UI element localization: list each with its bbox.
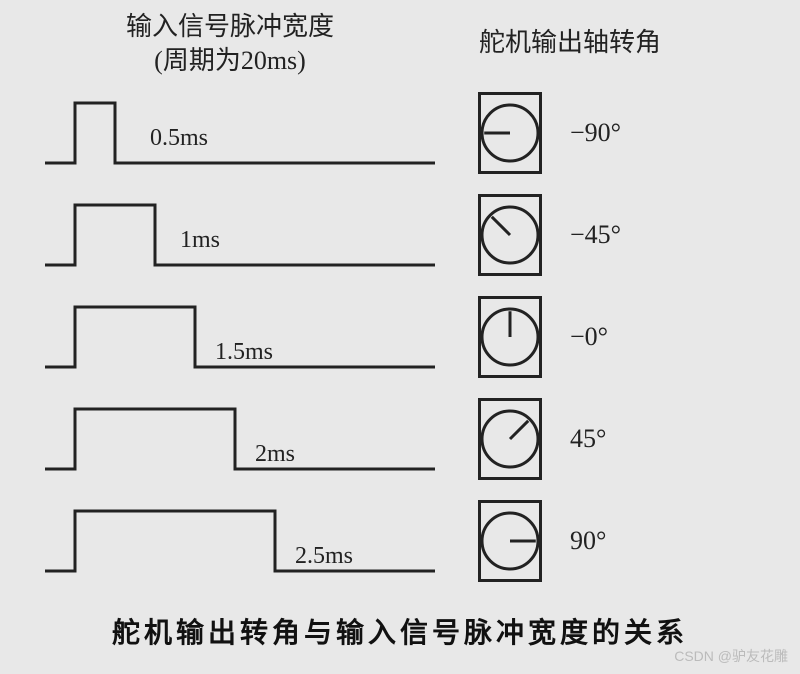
pulse-waveform: [40, 185, 440, 285]
servo-dial: [478, 296, 542, 378]
pulse-row: 2ms 45°: [40, 389, 760, 489]
pulse-area: 2.5ms: [40, 491, 440, 591]
pulse-waveform: [40, 83, 440, 183]
pulse-rows: 0.5ms −90° 1ms −45° 1.5ms −0° 2ms 45° 2.…: [40, 83, 760, 591]
pulse-waveform: [40, 389, 440, 489]
pulse-area: 0.5ms: [40, 83, 440, 183]
watermark: CSDN @驴友花雕: [674, 646, 788, 666]
diagram-container: 输入信号脉冲宽度 (周期为20ms) 舵机输出轴转角 0.5ms −90° 1m…: [0, 0, 800, 661]
pulse-area: 2ms: [40, 389, 440, 489]
servo-dial: [478, 194, 542, 276]
pulse-width-label: 0.5ms: [150, 125, 208, 152]
pulse-width-label: 1.5ms: [215, 339, 273, 366]
pulse-waveform: [40, 491, 440, 591]
servo-dial: [478, 92, 542, 174]
pulse-row: 1ms −45°: [40, 185, 760, 285]
header-angle: 舵机输出轴转角: [440, 10, 700, 78]
servo-dial: [478, 500, 542, 582]
pulse-row: 2.5ms 90°: [40, 491, 760, 591]
header-pulse-line1: 输入信号脉冲宽度: [40, 10, 420, 44]
dial-area: [470, 83, 550, 183]
dial-area: [470, 185, 550, 285]
servo-dial: [478, 398, 542, 480]
pulse-waveform: [40, 287, 440, 387]
dial-area: [470, 287, 550, 387]
pulse-row: 0.5ms −90°: [40, 83, 760, 183]
angle-label: 45°: [570, 424, 606, 454]
header-pulse-line2: (周期为20ms): [40, 44, 420, 78]
angle-label: −0°: [570, 322, 608, 352]
pulse-row: 1.5ms −0°: [40, 287, 760, 387]
angle-label: −45°: [570, 220, 621, 250]
dial-area: [470, 389, 550, 489]
pulse-area: 1ms: [40, 185, 440, 285]
pulse-area: 1.5ms: [40, 287, 440, 387]
pulse-width-label: 2ms: [255, 441, 295, 468]
headers: 输入信号脉冲宽度 (周期为20ms) 舵机输出轴转角: [40, 10, 760, 78]
angle-label: −90°: [570, 118, 621, 148]
dial-area: [470, 491, 550, 591]
pulse-width-label: 2.5ms: [295, 543, 353, 570]
pulse-width-label: 1ms: [180, 227, 220, 254]
header-pulse: 输入信号脉冲宽度 (周期为20ms): [40, 10, 420, 78]
angle-label: 90°: [570, 526, 606, 556]
caption: 舵机输出转角与输入信号脉冲宽度的关系: [40, 611, 760, 651]
